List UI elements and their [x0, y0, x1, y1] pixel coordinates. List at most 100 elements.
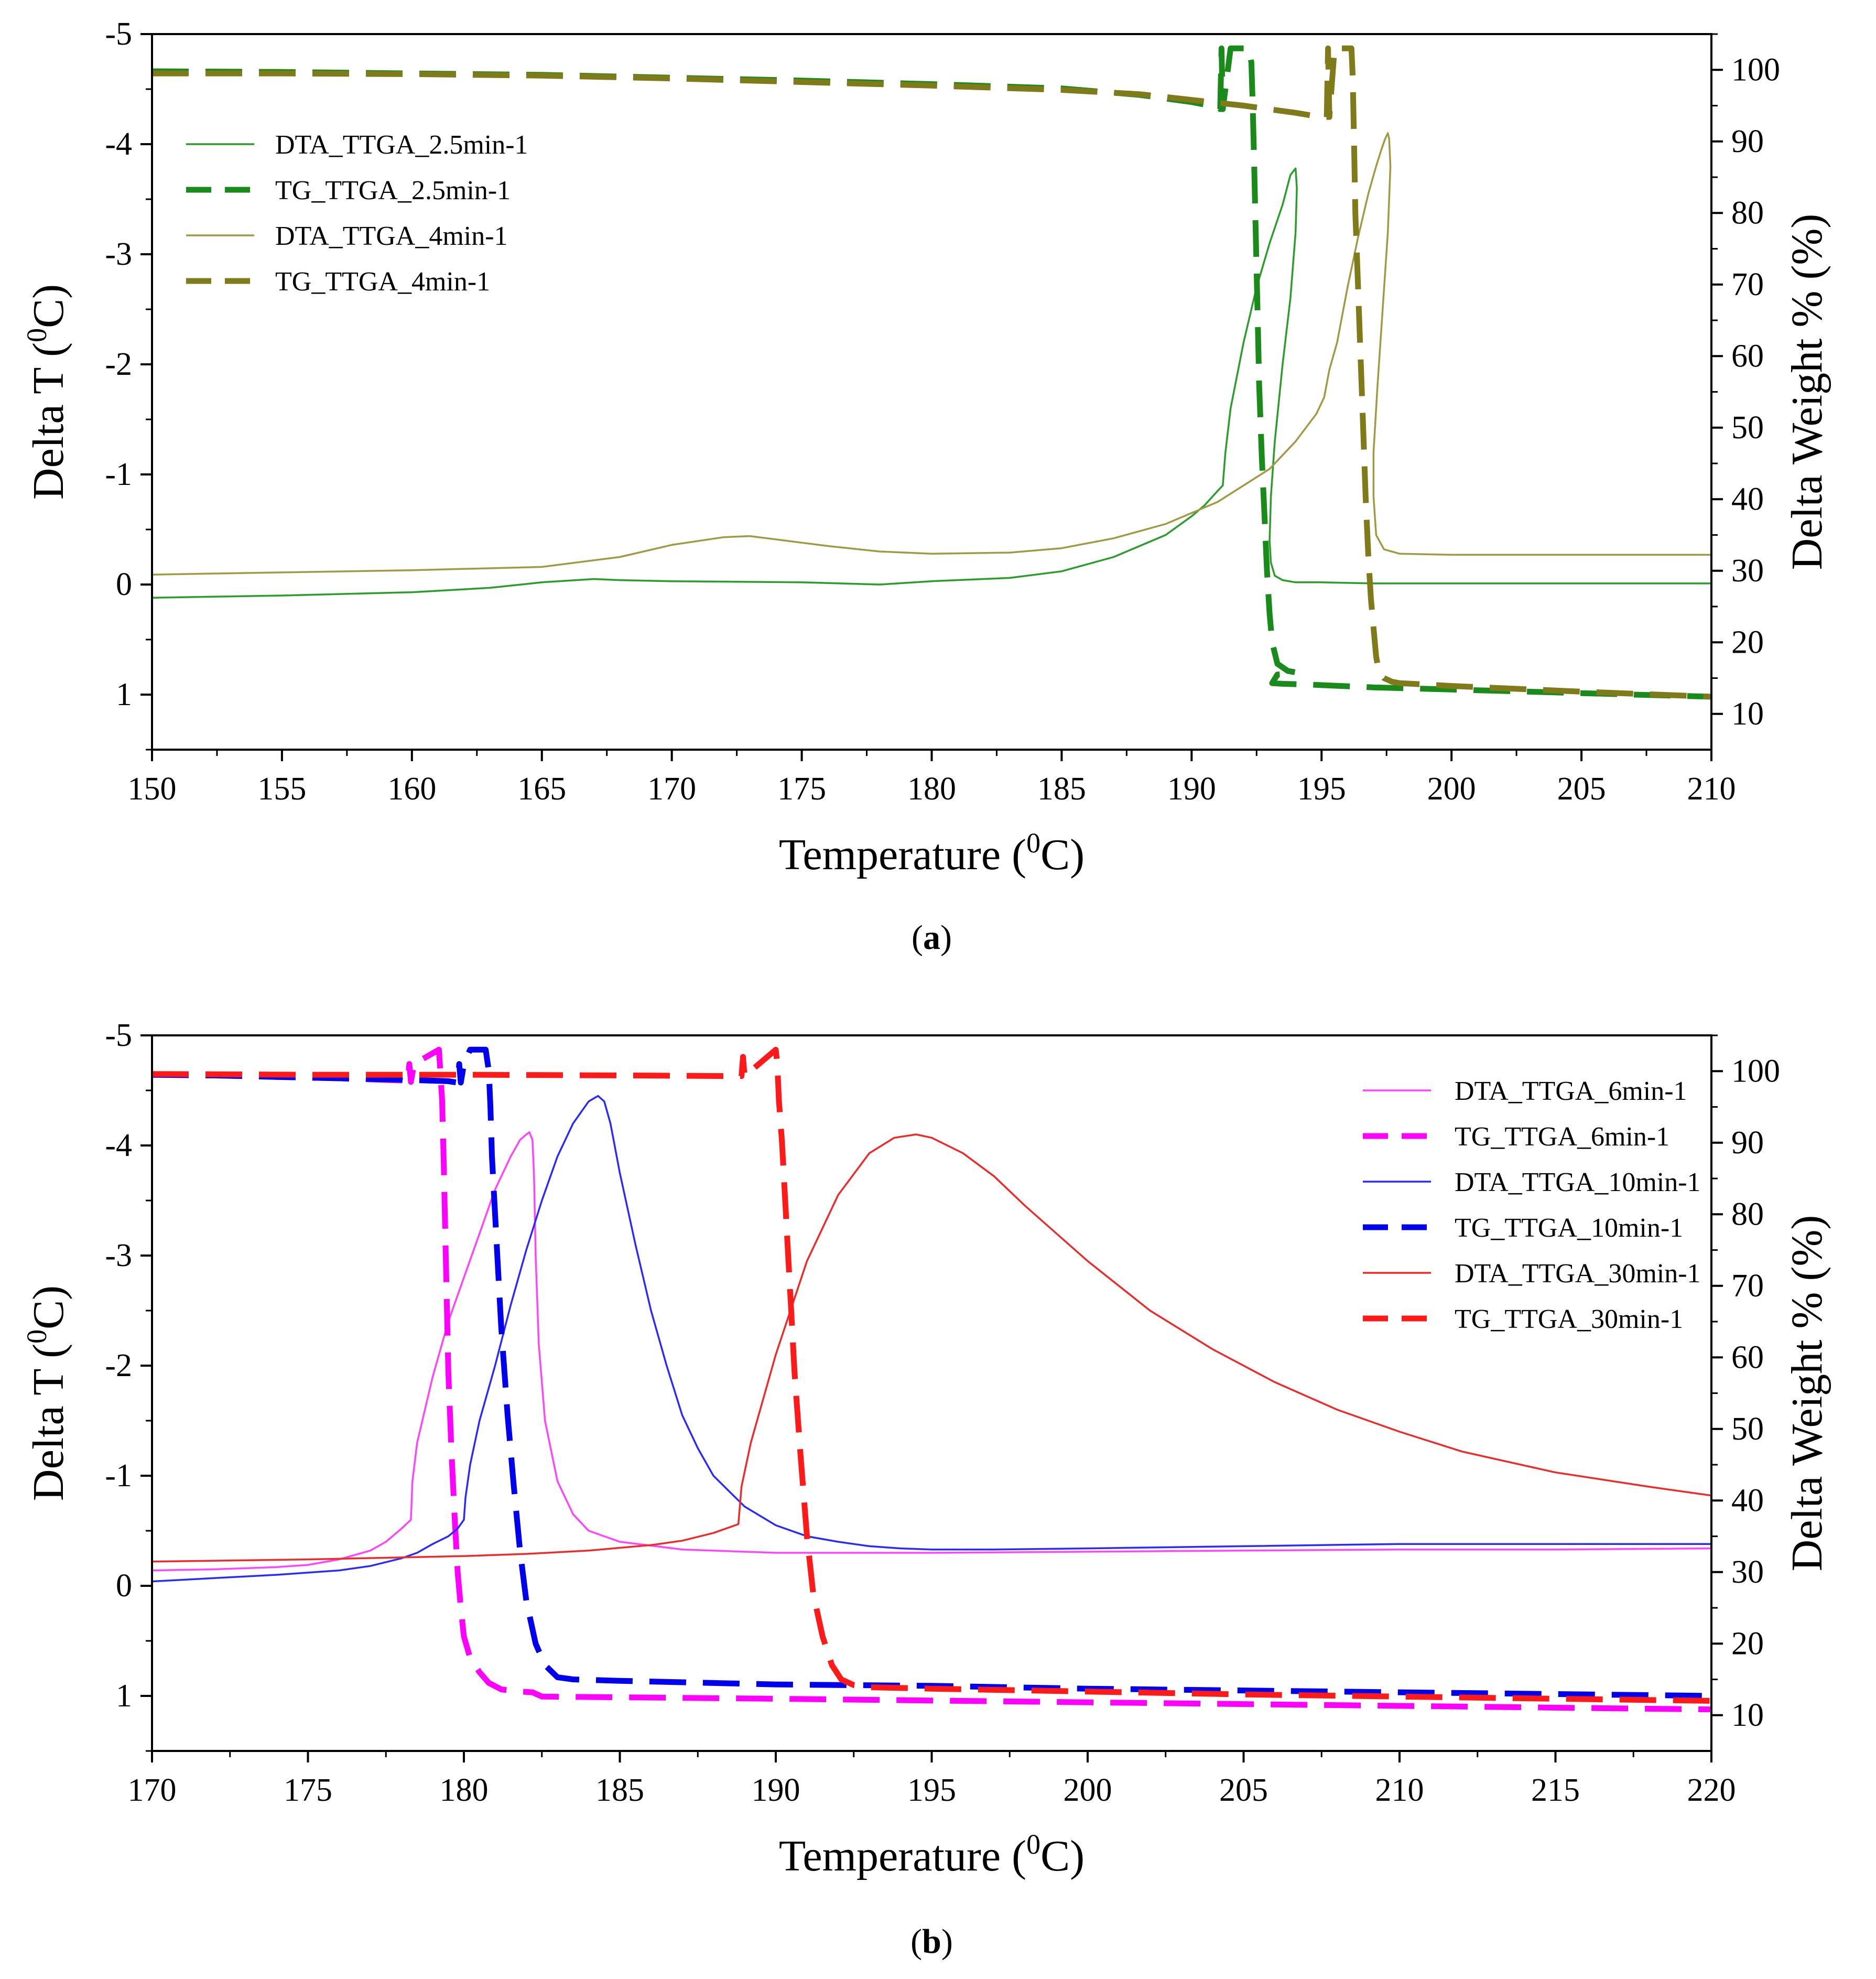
- legend: DTA_TTGA_6min-1 TG_TTGA_6min-1 DTA_TTGA_10…: [1363, 1076, 1701, 1334]
- x-tick-label: 200: [1064, 1772, 1112, 1808]
- caption-close-paren: ): [941, 1922, 953, 1961]
- x-tick-label: 190: [1167, 771, 1216, 807]
- y2-tick-label: 80: [1731, 1196, 1764, 1232]
- y-tick-label: -5: [105, 1018, 132, 1053]
- y-tick-label: 0: [116, 1568, 132, 1604]
- y2-tick-label: 80: [1731, 195, 1764, 231]
- y2-tick-label: 10: [1731, 696, 1764, 732]
- y2-tick-label: 60: [1731, 338, 1764, 374]
- x-tick-label: 190: [752, 1772, 800, 1808]
- series-line-DTA_TTGA_10min-1: [152, 1095, 1711, 1583]
- y2-tick-label: 50: [1731, 1411, 1764, 1447]
- x-tick-label: 170: [647, 771, 696, 807]
- x-tick-label: 200: [1427, 771, 1476, 807]
- x-tick-label: 205: [1557, 771, 1606, 807]
- y2-tick-label: 10: [1731, 1697, 1764, 1733]
- y2-tick-label: 50: [1731, 410, 1764, 446]
- y-tick-label: -2: [105, 347, 132, 382]
- series-line-DTA_TTGA_6min-1: [152, 1131, 1711, 1572]
- legend-label: TG_TTGA_4min-1: [275, 267, 490, 297]
- caption-open-paren: (: [910, 1922, 922, 1961]
- chart-a: 150 155 160 165 170 175 180 185 190 195 200 205 210-…: [21, 16, 1831, 957]
- x-tick-label: 210: [1687, 771, 1736, 807]
- series-line-TG_TTGA_6min-1: [152, 1046, 1711, 1713]
- caption-letter: a: [923, 918, 940, 957]
- series-line-TG_TTGA_4min-1: [152, 45, 1711, 700]
- x-axis-title-text: Temperature (: [779, 1832, 1026, 1880]
- x-tick-label: 195: [907, 1772, 956, 1808]
- legend-label: DTA_TTGA_30min-1: [1455, 1259, 1701, 1289]
- series-group: [152, 1046, 1711, 1713]
- series-line-DTA_TTGA_2.5min-1: [152, 167, 1711, 599]
- x-tick-label: 175: [284, 1772, 332, 1808]
- y2-tick-label: 60: [1731, 1339, 1764, 1375]
- y-tick-label: 1: [116, 1678, 132, 1714]
- x-axis-title-superscript: 0: [1026, 827, 1040, 859]
- series-line-TG_TTGA_10min-1: [152, 1046, 1711, 1699]
- x-tick-label: 175: [777, 771, 826, 807]
- legend-label: TG_TTGA_30min-1: [1455, 1304, 1683, 1334]
- y-tick-label: -4: [105, 126, 132, 162]
- y-axis-title-unit: C): [24, 284, 73, 328]
- y-tick-label: 0: [116, 567, 132, 602]
- x-tick-label: 205: [1219, 1772, 1268, 1808]
- caption-letter: b: [922, 1922, 941, 1961]
- y-tick-label: 1: [116, 677, 132, 712]
- legend-label: TG_TTGA_2.5min-1: [275, 176, 511, 206]
- y2-axis-title: Delta Weight % (%): [1783, 214, 1831, 570]
- x-tick-label: 185: [1037, 771, 1086, 807]
- y-axis-title-text: Delta T (: [24, 1344, 73, 1501]
- x-axis-title: Temperature (0C): [779, 1829, 1085, 1880]
- y2-axis-title: Delta Weight % (%): [1783, 1215, 1831, 1572]
- y-tick-label: -3: [105, 236, 132, 272]
- x-tick-label: 210: [1375, 1772, 1424, 1808]
- y2-tick-label: 100: [1731, 1053, 1780, 1089]
- y-axis-title-text: Delta T (: [24, 342, 73, 500]
- x-axis-title: Temperature (0C): [779, 827, 1085, 879]
- y2-tick-label: 70: [1731, 1268, 1764, 1304]
- x-tick-label: 180: [440, 1772, 489, 1808]
- x-tick-label: 195: [1297, 771, 1346, 807]
- caption-open-paren: (: [912, 918, 923, 957]
- x-axis-title-unit: C): [1040, 1832, 1085, 1880]
- figure-caption: (b): [910, 1922, 953, 1961]
- x-tick-label: 180: [907, 771, 956, 807]
- y-tick-label: -1: [105, 1458, 132, 1494]
- y-axis-title-superscript: 0: [21, 1329, 52, 1344]
- x-tick-label: 185: [595, 1772, 644, 1808]
- legend-label: DTA_TTGA_10min-1: [1455, 1167, 1701, 1197]
- legend: DTA_TTGA_2.5min-1 TG_TTGA_2.5min-1 DTA_TTG…: [186, 130, 528, 297]
- series-group: [152, 45, 1711, 700]
- y2-tick-label: 20: [1731, 624, 1764, 660]
- series-line-DTA_TTGA_4min-1: [152, 132, 1711, 576]
- y-axis-title: Delta T (0C): [21, 1285, 73, 1501]
- y-axis-title: Delta T (0C): [21, 284, 73, 500]
- series-line-TG_TTGA_30min-1: [152, 1046, 1711, 1704]
- chart-b: 170 175 180 185 190 195 200 205 210 215 220-5-4-3-…: [21, 1018, 1831, 1961]
- y-tick-label: -2: [105, 1348, 132, 1383]
- x-tick-label: 170: [128, 1772, 177, 1808]
- series-line-DTA_TTGA_30min-1: [152, 1133, 1711, 1563]
- y2-tick-label: 100: [1731, 52, 1780, 88]
- y2-tick-label: 20: [1731, 1626, 1764, 1661]
- x-tick-label: 150: [128, 771, 177, 807]
- x-tick-label: 165: [517, 771, 566, 807]
- y-tick-label: -5: [105, 16, 132, 52]
- x-axis-title-text: Temperature (: [779, 830, 1026, 879]
- y-tick-label: -3: [105, 1238, 132, 1273]
- figure-caption: (a): [912, 918, 952, 957]
- x-tick-label: 220: [1687, 1772, 1736, 1808]
- x-axis-title-unit: C): [1040, 830, 1085, 879]
- y2-tick-label: 40: [1731, 1483, 1764, 1518]
- x-axis-title-superscript: 0: [1026, 1829, 1040, 1860]
- legend-label: DTA_TTGA_6min-1: [1455, 1076, 1687, 1106]
- caption-close-paren: ): [940, 918, 952, 957]
- y-tick-label: -1: [105, 457, 132, 492]
- x-tick-label: 215: [1531, 1772, 1580, 1808]
- y2-tick-label: 40: [1731, 481, 1764, 517]
- y2-tick-label: 70: [1731, 267, 1764, 302]
- legend-label: TG_TTGA_6min-1: [1455, 1122, 1669, 1152]
- y2-tick-label: 90: [1731, 124, 1764, 159]
- x-tick-label: 160: [387, 771, 436, 807]
